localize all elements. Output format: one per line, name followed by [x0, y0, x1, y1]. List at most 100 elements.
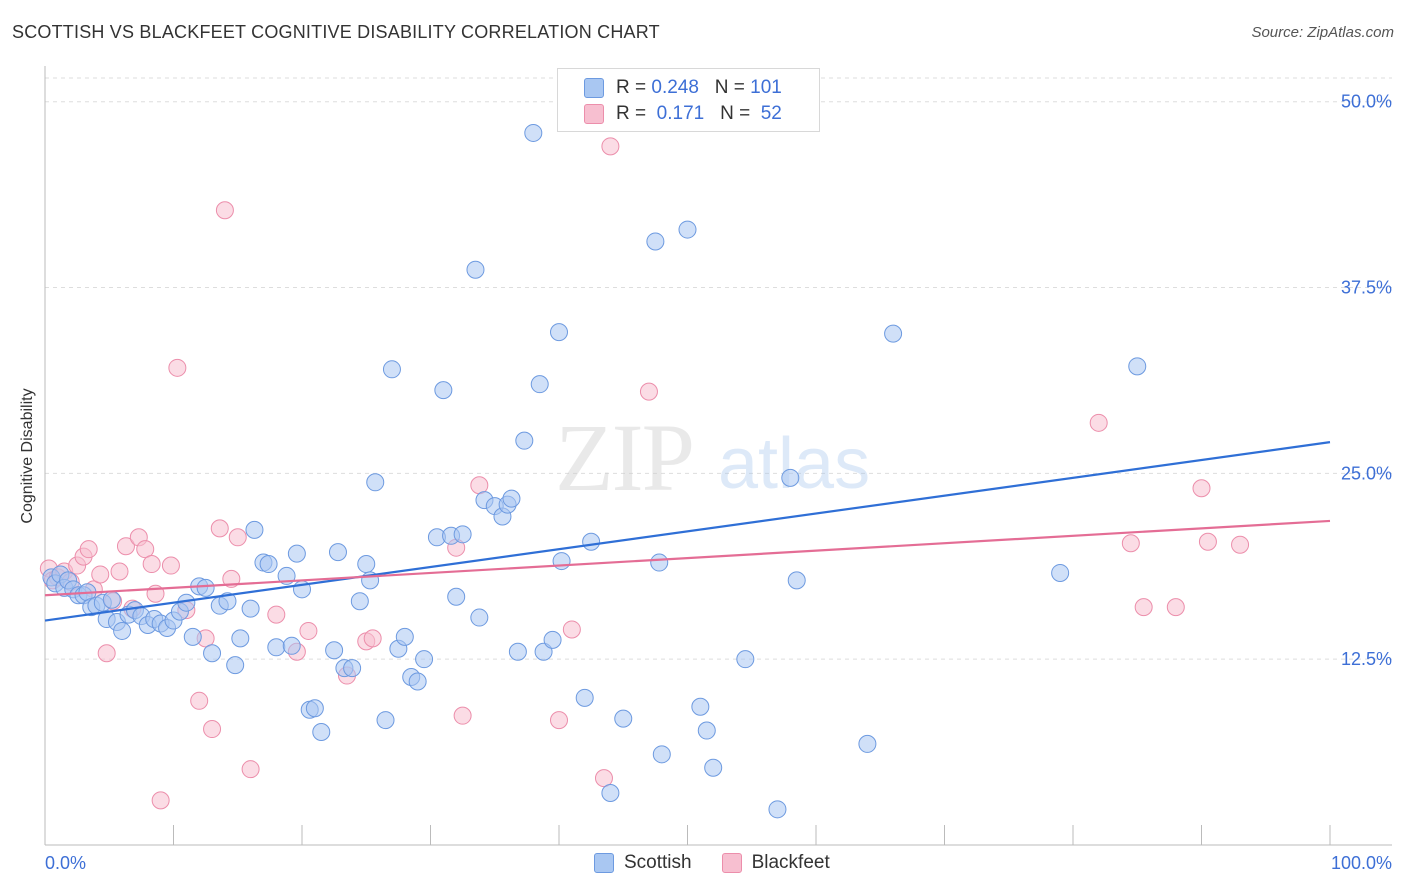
scottish-point [575, 688, 594, 707]
scottish-point [453, 525, 472, 544]
scottish-point [408, 672, 427, 691]
watermark-zip: ZIP [555, 404, 693, 511]
scottish-point [524, 123, 543, 142]
scottish-point [614, 709, 633, 728]
scottish-point [543, 630, 562, 649]
scottish-point [530, 375, 549, 394]
scottish-point [415, 650, 434, 669]
blackfeet-point [1166, 598, 1185, 617]
scottish-point [203, 644, 222, 663]
chart-title: SCOTTISH VS BLACKFEET COGNITIVE DISABILI… [12, 22, 660, 42]
legend-r-label: R = [616, 103, 647, 124]
y-tick-label: 12.5% [1341, 649, 1392, 669]
scottish-point [1051, 563, 1070, 582]
blackfeet-point [215, 201, 234, 220]
source-label: Source: ZipAtlas.com [1251, 24, 1394, 41]
blackfeet-point [116, 537, 135, 556]
watermark-layer: ZIP atlas [555, 404, 870, 511]
scottish-point [241, 599, 260, 618]
scottish-point [305, 699, 324, 718]
blackfeet-point [97, 644, 116, 663]
scottish-point [781, 468, 800, 487]
tick-label-layer: 12.5% 25.0% 37.5% 50.0% 0.0% 100.0% [45, 92, 1392, 873]
scottish-point [196, 578, 215, 597]
y-tick-label: 37.5% [1341, 278, 1392, 298]
blackfeet-point [363, 629, 382, 648]
blackfeet-point [299, 621, 318, 640]
scottish-point [259, 555, 278, 574]
blackfeet-point [228, 528, 247, 547]
blackfeet-point [639, 382, 658, 401]
trend-layer [44, 441, 1331, 622]
blackfeet-point [1134, 598, 1153, 617]
x-tick-label: 0.0% [45, 853, 86, 873]
scottish-swatch [584, 78, 604, 98]
legend-item-scottish[interactable]: Scottish [594, 852, 692, 874]
scottish-point [736, 650, 755, 669]
blackfeet-legend-swatch [721, 853, 742, 873]
scottish-point [325, 641, 344, 660]
scottish-point [515, 431, 534, 450]
blackfeet-point [210, 519, 229, 538]
blackfeet-point [550, 711, 568, 730]
blackfeet-point [1121, 534, 1140, 553]
scottish-point [343, 659, 362, 678]
scottish-point [787, 571, 806, 590]
legend-r-label: R = [616, 77, 647, 98]
stats-legend: R = 0.248 N = 101 R = 0.171 N = 52 [557, 68, 820, 132]
blackfeet-trend-line [44, 519, 1331, 597]
blackfeet-point [190, 691, 209, 710]
blackfeet-point [91, 565, 110, 584]
scottish-point [226, 656, 245, 675]
blackfeet-point [110, 562, 129, 581]
scottish-point [470, 608, 489, 627]
scottish-point [312, 723, 331, 742]
scottish-point [652, 745, 671, 764]
blackfeet-point [79, 540, 98, 559]
grid-layer [45, 77, 1392, 660]
scottish-point [102, 590, 121, 609]
scottish-point [1128, 357, 1147, 376]
blackfeet-point [1231, 535, 1250, 554]
legend-item-blackfeet[interactable]: Blackfeet [721, 852, 830, 874]
blackfeet-point [241, 760, 260, 779]
scottish-point [466, 260, 485, 279]
scottish-point [282, 636, 301, 655]
scottish-point [113, 621, 132, 640]
blackfeet-point [1089, 413, 1108, 432]
axis-layer [44, 66, 1392, 846]
legend-row-blackfeet: R = 0.171 N = 52 [584, 102, 782, 126]
scottish-point [704, 758, 723, 777]
blackfeet-point [168, 358, 187, 377]
legend-n-label: N = [720, 103, 751, 124]
scottish-point [552, 552, 571, 571]
blackfeet-swatch [584, 104, 604, 124]
blackfeet-point [267, 605, 286, 624]
scottish-point [357, 555, 376, 574]
blackfeet-point [142, 555, 161, 574]
legend-n-value: 101 [750, 77, 782, 98]
legend-label-scottish: Scottish [624, 852, 692, 873]
scottish-point [350, 592, 369, 611]
scottish-point [267, 638, 286, 657]
y-tick-label: 25.0% [1341, 463, 1392, 483]
scottish-point [691, 697, 710, 716]
blackfeet-point [594, 769, 613, 788]
legend-r-value: 0.171 [651, 103, 705, 124]
scottish-point [218, 592, 237, 611]
scottish-point [697, 721, 716, 740]
scottish-point [601, 783, 620, 802]
y-tick-label: 50.0% [1341, 92, 1392, 112]
blackfeet-point [1192, 479, 1211, 498]
blackfeet-point [161, 556, 180, 575]
legend-r-value: 0.248 [651, 77, 699, 98]
x-tick-label: 100.0% [1331, 853, 1392, 873]
scottish-point [650, 553, 669, 572]
scottish-point [502, 489, 521, 508]
scottish-trend-line [44, 441, 1331, 622]
blackfeet-point [1198, 532, 1217, 551]
blackfeet-point [151, 791, 170, 810]
blackfeet-point [136, 540, 155, 559]
scottish-point [231, 629, 250, 648]
